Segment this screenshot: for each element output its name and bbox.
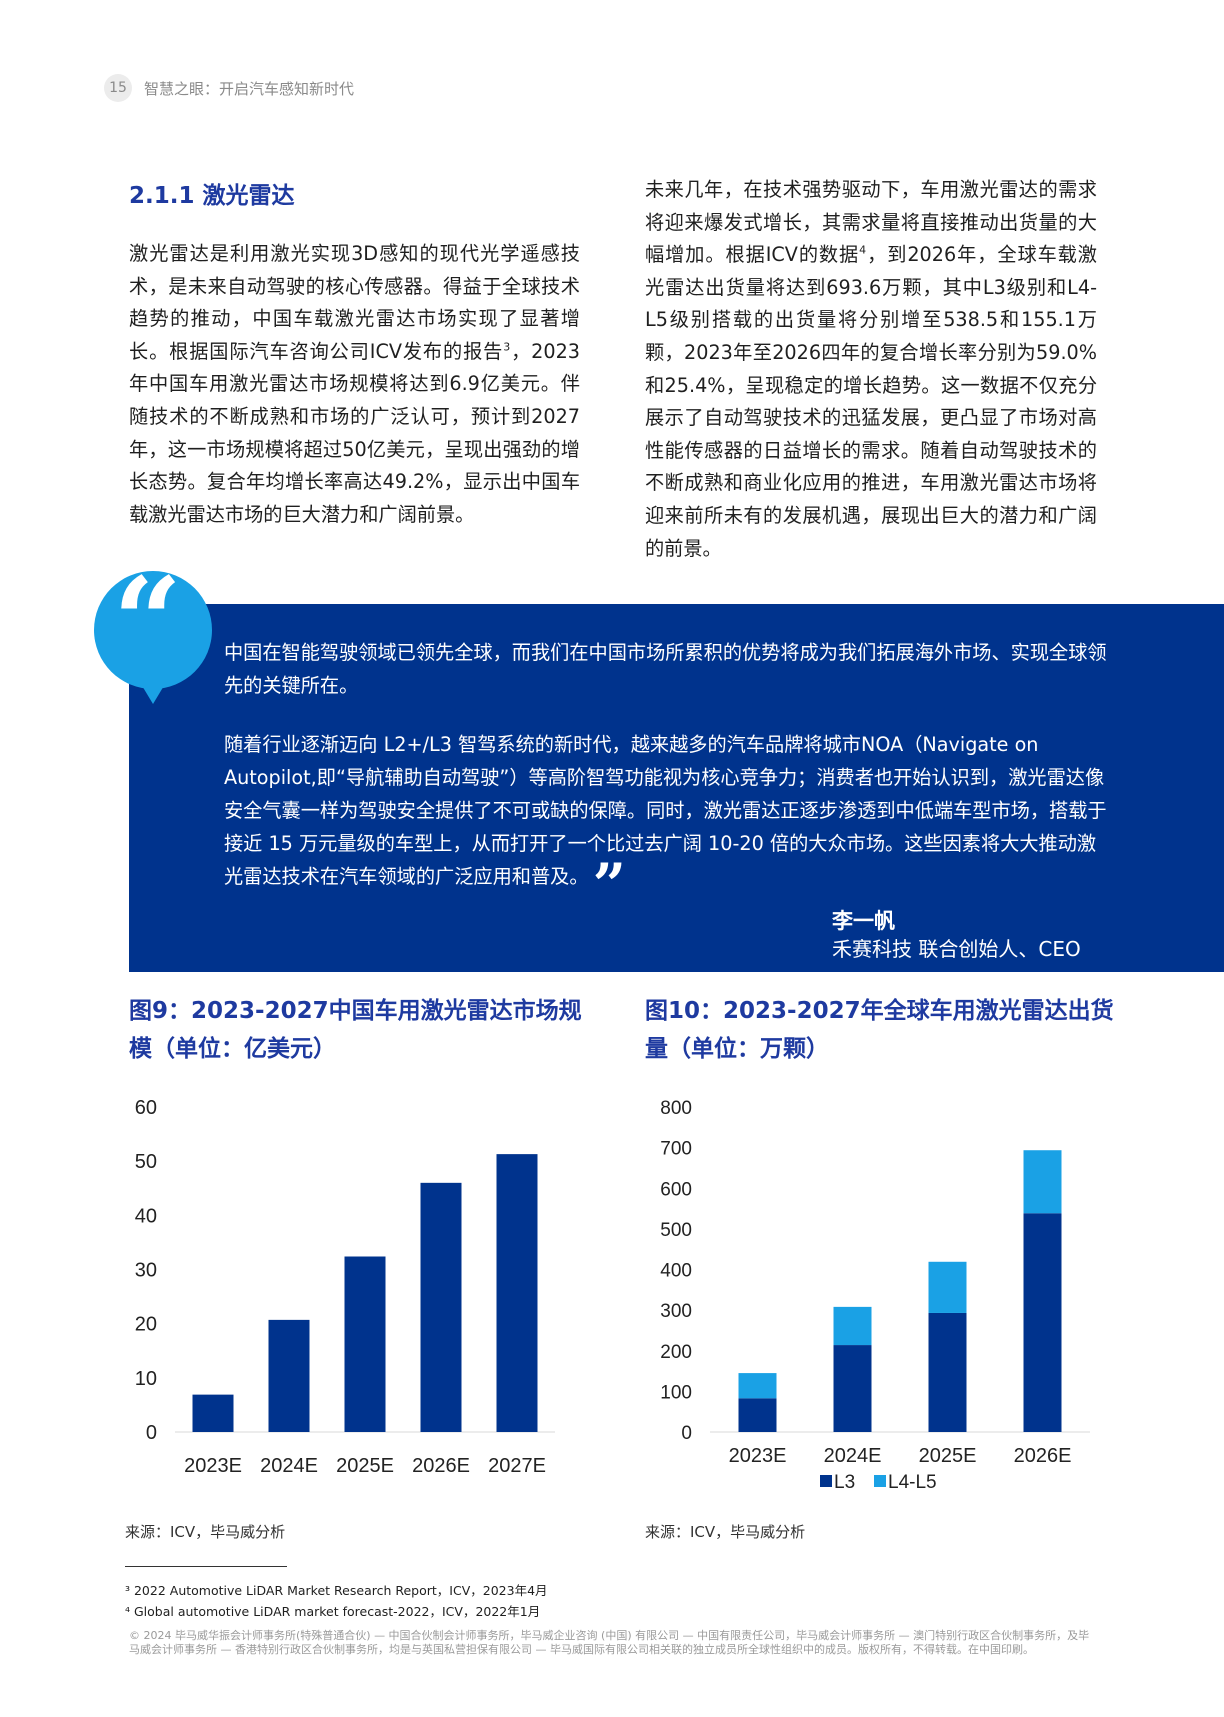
legend-label: L3 [834,1472,855,1493]
bar [192,1394,234,1432]
bar-segment-l4-l5 [833,1306,872,1346]
x-tick-label: 2024E [824,1445,882,1467]
bar [268,1319,310,1432]
figure-9-title: 图9：2023-2027中国车用激光雷达市场规模（单位：亿美元） [129,998,582,1062]
quote-author-role: 禾赛科技 联合创始人、CEO [832,937,1081,961]
footnote-3: ³ 2022 Automotive LiDAR Market Research … [125,1583,548,1598]
y-tick-label: 10 [135,1368,157,1390]
quote-bubble [94,571,212,689]
figure-9-bar-chart: 0 10 20 30 40 50 60 2023E 2024E 2025E 2026E 2027E [135,1097,555,1477]
y-tick-label: 200 [660,1342,692,1363]
y-tick-label: 400 [660,1261,692,1282]
bar-segment-l3 [738,1398,777,1432]
open-quote-icon: “ [113,551,183,692]
bar [344,1256,386,1432]
bar-segment-l4-l5 [738,1373,777,1399]
footnote-ref-3: 3 [503,340,511,354]
right-paragraph: 未来几年，在技术强势驱动下，车用激光雷达的需求将迎来爆发式增长，其需求量将直接推… [645,174,1097,565]
x-tick-label: 2026E [1014,1445,1072,1467]
quote-band [129,604,1224,972]
footnote-4: ⁴ Global automotive LiDAR market forecas… [125,1604,541,1619]
y-tick-label: 0 [681,1423,692,1444]
x-tick-label: 2025E [919,1445,977,1467]
x-tick-label: 2025E [336,1455,394,1477]
bar-segment-l4-l5 [928,1261,967,1313]
quote-bubble-tail [141,684,165,704]
x-tick-label: 2023E [184,1455,242,1477]
y-tick-label: 20 [135,1314,157,1336]
bar [420,1182,462,1432]
legend-swatch [820,1475,832,1487]
y-tick-label: 0 [146,1422,157,1444]
y-tick-label: 700 [660,1139,692,1160]
bar-segment-l3 [928,1312,967,1432]
y-tick-label: 600 [660,1179,692,1200]
quote-paragraph-2: 随着行业逐渐迈向 L2+/L3 智驾系统的新时代，越来越多的汽车品牌将城市NOA… [224,733,1107,919]
left-paragraph-text-2: ，2023年中国车用激光雷达市场规模将达到6.9亿美元。伴随技术的不断成熟和市场… [129,339,580,526]
y-tick-label: 50 [135,1151,157,1173]
quote-paragraph-2-text: 随着行业逐渐迈向 L2+/L3 智驾系统的新时代，越来越多的汽车品牌将城市NOA… [224,733,1107,888]
y-tick-label: 40 [135,1205,157,1227]
x-tick-label: 2026E [412,1455,470,1477]
quote-paragraph-1: 中国在智能驾驶领域已领先全球，而我们在中国市场所累积的优势将成为我们拓展海外市场… [224,641,1107,697]
y-tick-label: 100 [660,1382,692,1403]
page-header: 15 智慧之眼：开启汽车感知新时代 [104,74,354,102]
quote-author: 李一帆 [832,909,895,933]
right-paragraph-text-1: 未来几年，在技术强势驱动下，车用激光雷达的需求将迎来爆发式增长，其需求量将直接推… [645,178,1097,267]
section-title: 2.1.1 激光雷达 [129,183,295,209]
left-paragraph: 激光雷达是利用激光实现3D感知的现代光学遥感技术，是未来自动驾驶的核心传感器。得… [129,238,580,531]
y-tick-label: 60 [135,1097,157,1119]
y-tick-label: 300 [660,1301,692,1322]
legend-swatch [874,1475,886,1487]
figure-10-stacked-bar-chart: 0 100 200 300 400 500 600 700 800 2023E 2024E 2025E… [660,1098,1090,1493]
page-number: 15 [104,74,132,102]
left-paragraph-text-1: 激光雷达是利用激光实现3D感知的现代光学遥感技术，是未来自动驾驶的核心传感器。得… [129,242,580,363]
bar-segment-l3 [1023,1213,1062,1432]
legend-label: L4-L5 [888,1472,937,1493]
footnote-divider [125,1566,287,1567]
figure-10-title: 图10：2023-2027年全球车用激光雷达出货量（单位：万颗） [645,998,1114,1062]
y-tick-label: 30 [135,1260,157,1282]
header-title: 智慧之眼：开启汽车感知新时代 [144,79,355,98]
footnote-ref-4: 4 [859,243,867,257]
y-tick-label: 500 [660,1220,692,1241]
right-paragraph-text-2: ，到2026年，全球车载激光雷达出货量将达到693.6万颗，其中L3级别和L4-… [645,243,1097,560]
figure-9-source: 来源：ICV，毕马威分析 [125,1523,286,1541]
x-tick-label: 2027E [488,1455,546,1477]
x-tick-label: 2024E [260,1455,318,1477]
copyright-notice: © 2024 毕马威华振会计师事务所(特殊普通合伙) — 中国合伙制会计师事务所… [129,1629,1090,1656]
bar-segment-l3 [833,1345,872,1432]
x-tick-label: 2023E [729,1445,787,1467]
figure-10-source: 来源：ICV，毕马威分析 [645,1523,806,1541]
bar-segment-l4-l5 [1023,1150,1062,1214]
bar [496,1154,538,1432]
y-tick-label: 800 [660,1098,692,1119]
